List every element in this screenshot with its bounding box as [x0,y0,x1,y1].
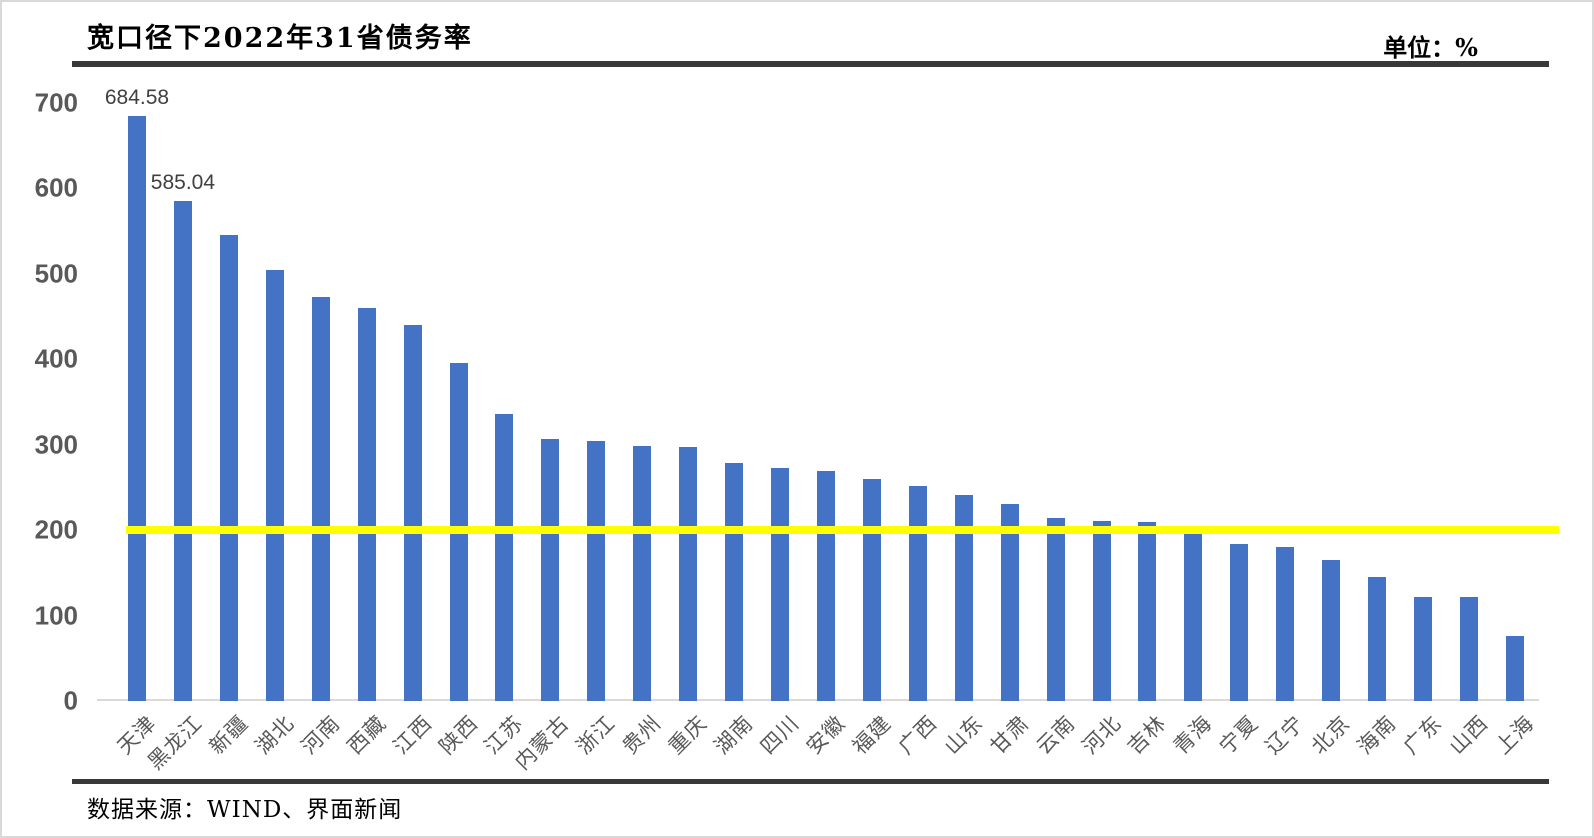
x-axis-label-广东: 广东 [1398,710,1447,759]
x-axis-label-四川: 四川 [755,710,804,759]
bar-辽宁 [1276,547,1295,701]
x-axis-label-广西: 广西 [893,710,942,759]
chart-title: 宽口径下2022年31省债务率 [87,23,473,54]
y-axis-tick-label: 100 [34,600,78,630]
footer-divider-rule [72,779,1549,784]
x-axis-label-陕西: 陕西 [434,710,483,759]
x-axis-label-安徽: 安徽 [801,710,850,759]
x-axis-label-吉林: 吉林 [1123,710,1172,759]
y-axis-tick-label: 300 [34,429,78,459]
bar-西藏 [357,307,376,701]
bar-浙江 [587,441,606,701]
x-axis-label-云南: 云南 [1031,710,1080,759]
bar-福建 [862,478,881,701]
bar-安徽 [816,471,835,701]
bar-河北 [1092,520,1111,701]
x-axis-label-山西: 山西 [1444,710,1493,759]
x-axis-label-河南: 河南 [296,710,345,759]
data-label: 585.04 [150,170,216,194]
bar-北京 [1322,559,1341,701]
bar-海南 [1368,577,1387,701]
x-axis-label-江西: 江西 [388,710,437,759]
x-axis-label-湖北: 湖北 [250,710,299,759]
bar-河南 [311,297,330,701]
bar-山西 [1459,596,1478,701]
x-axis-label-新疆: 新疆 [204,710,253,759]
y-axis-tick-label: 500 [34,258,78,288]
bar-广东 [1414,596,1433,701]
bar-湖南 [725,463,744,701]
x-axis-label-甘肃: 甘肃 [985,710,1034,759]
bar-吉林 [1138,522,1157,701]
y-axis-tick-label: 200 [34,514,78,545]
x-axis-label-辽宁: 辽宁 [1260,710,1310,759]
bar-湖北 [265,270,284,701]
x-axis-label-湖南: 湖南 [709,710,758,759]
bar-四川 [771,467,790,701]
bar-天津 [128,115,146,701]
bar-黑龙江 [173,200,192,701]
x-axis-label-青海: 青海 [1169,710,1218,759]
data-label: 684.58 [104,85,170,109]
x-axis-label-北京: 北京 [1306,710,1355,759]
x-axis-label-福建: 福建 [847,710,896,759]
title-divider-rule [72,61,1549,67]
x-axis-label-重庆: 重庆 [663,710,712,759]
x-axis-label-山东: 山东 [939,710,988,759]
x-axis-label-西藏: 西藏 [342,710,391,759]
bar-江苏 [495,413,514,701]
x-axis-label-宁夏: 宁夏 [1215,710,1264,759]
bar-云南 [1046,518,1065,701]
bar-宁夏 [1230,543,1249,701]
x-axis-label-河北: 河北 [1077,710,1126,759]
y-axis-tick-label: 0 [63,685,78,716]
y-axis-tick-label: 400 [34,343,78,374]
threshold-line-200pct [126,526,1559,534]
bar-上海 [1505,636,1524,701]
bar-重庆 [679,447,698,701]
y-axis-tick-label: 700 [34,87,78,117]
y-axis-tick-label: 600 [34,172,78,203]
bar-贵州 [633,446,652,701]
x-axis-label-浙江: 浙江 [572,710,621,759]
bar-山东 [954,494,973,701]
unit-label: 单位：% [1383,33,1478,62]
source-note: 数据来源：WIND、界面新闻 [87,797,403,823]
x-axis-label-海南: 海南 [1352,710,1401,759]
bar-新疆 [219,235,238,701]
x-axis-label-上海: 上海 [1490,710,1539,759]
bar-甘肃 [1000,504,1019,701]
x-axis-label-贵州: 贵州 [617,710,667,759]
bar-内蒙古 [541,438,560,701]
bar-青海 [1184,534,1203,701]
bar-江西 [403,324,422,701]
bar-广西 [908,486,927,701]
